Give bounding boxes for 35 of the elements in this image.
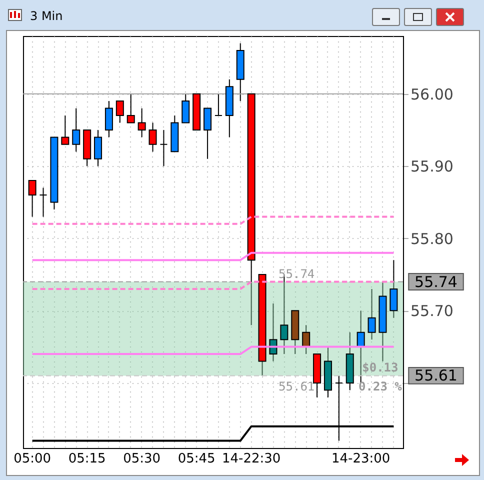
candlestick [182,93,190,124]
candlestick [94,129,102,167]
candlestick [126,93,135,124]
candlestick [39,187,48,218]
x-tick-label: 05:45 [178,452,216,466]
x-tick-label: 05:15 [68,452,106,466]
y-tick-label: 55.90 [410,158,454,176]
candlestick [148,122,157,152]
y-tick-label: 56.00 [410,85,454,104]
annotation: 55.74 [278,266,315,281]
chart-title: 3 Min [30,9,63,23]
candlestick [302,324,310,355]
y-tick-label: 55.70 [410,302,454,320]
x-tick-label: 05:00 [14,452,52,466]
annotation: 55.61 [278,380,315,394]
y-tick-label: 55.80 [410,230,454,248]
candlestick [214,93,222,116]
x-tick-label: 14-23:00 [331,452,390,466]
candlestick [28,180,36,218]
candlestick [390,260,398,318]
annotation: 0.23 % [358,380,403,394]
candlestick [104,100,113,138]
candlestick [61,115,70,145]
x-tick-label: 14-22:30 [222,452,281,466]
candlestick [72,108,80,152]
annotation: $0.13 [362,360,398,375]
candlestick [160,129,168,167]
candlestick [138,108,146,138]
candlestick [204,108,212,160]
ref-line-label: 55.61 [414,366,458,385]
x-tick-label: 05:30 [123,452,161,466]
candlestick [116,100,124,124]
candlestick [356,310,365,384]
candlestick [368,288,376,340]
ref-line-label: 55.74 [414,272,458,291]
